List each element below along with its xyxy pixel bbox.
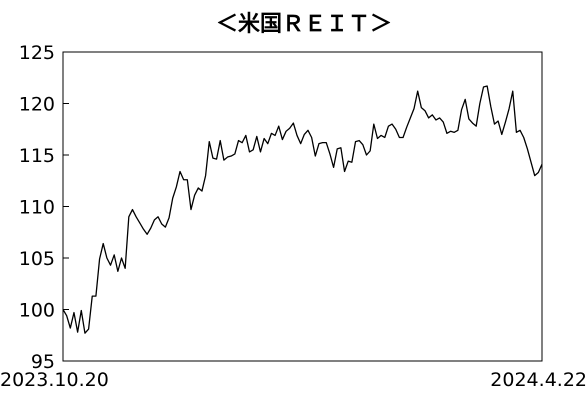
series-line [62, 85, 543, 334]
x-tick-label-end: 2024.4.22 [490, 369, 587, 390]
chart-title: ＜米国ＲＥＩＴ＞ [216, 12, 392, 37]
y-tick-label: 125 [19, 42, 55, 64]
y-tick-label: 110 [19, 197, 55, 219]
plot-frame [62, 51, 543, 362]
x-tick-label-start: 2023.10.20 [0, 369, 109, 390]
y-axis: 95 100 105 110 115 120 125 [19, 42, 69, 373]
y-tick-label: 115 [19, 145, 55, 167]
y-tick-label: 95 [31, 351, 55, 373]
y-tick-label: 100 [19, 300, 55, 322]
y-tick-label: 105 [19, 248, 55, 270]
y-tick-label: 120 [19, 94, 55, 116]
series-layer [62, 85, 543, 334]
x-axis: 2023.10.20 2024.4.22 [0, 369, 587, 391]
